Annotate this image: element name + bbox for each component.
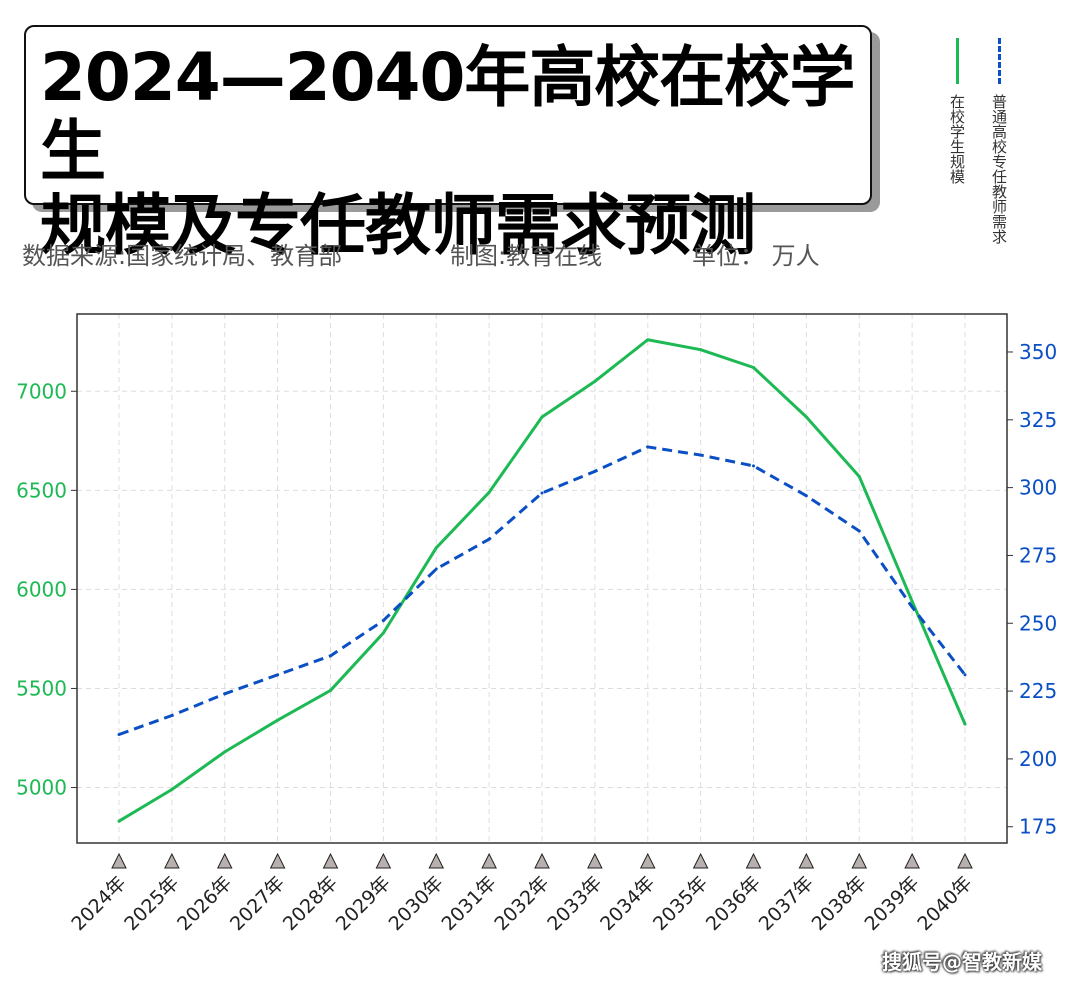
- point-students: [117, 819, 121, 823]
- point-teachers: [593, 469, 597, 473]
- point-students: [487, 490, 491, 494]
- x-tick-label: 2039年: [860, 872, 923, 935]
- plot-frame: [76, 313, 1008, 844]
- x-tick-marker: [111, 852, 127, 869]
- right-tick-label: 175: [1019, 815, 1057, 839]
- point-teachers: [646, 445, 650, 449]
- chart-title: 2024—2040年高校在校学生 规模及专任教师需求预测: [40, 41, 870, 263]
- x-tick-marker: [957, 852, 973, 869]
- point-teachers: [329, 654, 332, 658]
- x-tick-label: 2028年: [279, 872, 342, 935]
- point-students: [329, 688, 332, 692]
- x-tick-label: 2037年: [755, 872, 818, 935]
- series-line-teachers: [118, 445, 967, 736]
- right-tick-label: 250: [1019, 611, 1057, 635]
- point-students: [857, 474, 861, 478]
- right-tick-label: 275: [1019, 543, 1057, 567]
- point-students: [170, 788, 174, 792]
- point-teachers: [752, 464, 755, 468]
- right-tick-label: 350: [1019, 340, 1057, 364]
- point-students: [434, 546, 438, 550]
- point-students: [910, 599, 914, 603]
- x-tick-label: 2025年: [120, 872, 183, 935]
- point-teachers: [170, 713, 174, 717]
- point-teachers: [117, 732, 121, 736]
- x-tick-marker: [269, 852, 286, 869]
- point-students: [699, 348, 703, 352]
- point-teachers: [857, 529, 861, 533]
- x-tick-marker: [164, 852, 180, 869]
- point-students: [963, 722, 967, 726]
- point-teachers: [223, 692, 227, 696]
- point-teachers: [381, 619, 385, 623]
- x-tick-label: 2030年: [385, 872, 448, 935]
- x-tick-label: 2029年: [332, 872, 395, 935]
- x-tick-label: 2027年: [226, 872, 289, 935]
- legend-students-line: [955, 38, 959, 84]
- legend-teachers-label: 普通高校专任教师需求: [990, 94, 1008, 244]
- point-teachers: [540, 491, 544, 495]
- x-tick-marker: [481, 852, 497, 869]
- point-teachers: [910, 605, 914, 609]
- x-tick-marker: [904, 852, 920, 869]
- x-tick-marker: [745, 852, 762, 869]
- unit-label: 单位： 万人: [692, 242, 820, 270]
- left-tick-label: 7000: [16, 379, 67, 403]
- right-tick-label: 225: [1019, 679, 1057, 703]
- point-students: [276, 718, 280, 722]
- x-tick-marker: [428, 852, 445, 869]
- point-students: [646, 338, 650, 342]
- point-teachers: [804, 494, 808, 498]
- point-students: [804, 415, 808, 419]
- x-tick-marker: [692, 852, 709, 869]
- x-tick-marker: [851, 852, 868, 869]
- left-tick-label: 6500: [16, 478, 67, 502]
- data-source: 数据来源:国家统计局、教育部: [22, 242, 343, 270]
- point-teachers: [699, 453, 703, 457]
- right-tick-label: 200: [1019, 747, 1057, 771]
- x-tick-label: 2034年: [596, 872, 659, 935]
- right-tick-label: 300: [1019, 476, 1057, 500]
- x-tick-label: 2026年: [173, 872, 236, 935]
- left-tick-label: 6000: [16, 577, 67, 601]
- x-tick-label: 2024年: [67, 872, 130, 935]
- point-students: [223, 750, 227, 754]
- title-box: 2024—2040年高校在校学生 规模及专任教师需求预测: [24, 25, 872, 263]
- x-tick-label: 2038年: [808, 872, 871, 935]
- left-tick-label: 5000: [16, 776, 67, 800]
- point-teachers: [963, 673, 967, 677]
- point-teachers: [276, 673, 280, 677]
- x-tick-marker: [534, 852, 550, 869]
- x-tick-marker: [639, 852, 656, 869]
- legend-students: 在校学生规模: [945, 38, 969, 184]
- x-tick-marker: [375, 852, 392, 869]
- x-tick-label: 2033年: [543, 872, 606, 935]
- x-tick-label: 2040年: [913, 872, 976, 935]
- x-tick-marker: [216, 852, 233, 869]
- x-tick-label: 2036年: [702, 872, 765, 935]
- x-tick-label: 2031年: [437, 872, 500, 935]
- chart-author: 制图:教育在线: [450, 242, 603, 270]
- x-tick-marker: [587, 852, 603, 869]
- legend-students-label: 在校学生规模: [948, 94, 966, 184]
- point-teachers: [487, 537, 491, 541]
- x-tick-marker: [322, 852, 339, 869]
- x-tick-marker: [798, 852, 815, 869]
- legend-teachers: 普通高校专任教师需求: [987, 38, 1011, 244]
- point-students: [752, 365, 755, 369]
- legend-teachers-line: [997, 38, 1001, 84]
- title-line-2: 规模及专任教师需求预测: [40, 187, 756, 264]
- point-students: [540, 415, 544, 419]
- left-tick-label: 5500: [16, 676, 67, 700]
- point-students: [381, 631, 385, 635]
- x-tick-label: 2035年: [649, 872, 712, 935]
- point-teachers: [434, 567, 438, 571]
- right-tick-label: 325: [1019, 408, 1057, 432]
- watermark: 搜狐号@智教新媒: [882, 950, 1042, 974]
- point-students: [593, 379, 597, 383]
- title-line-1: 2024—2040年高校在校学生: [40, 39, 855, 190]
- x-tick-label: 2032年: [490, 872, 553, 935]
